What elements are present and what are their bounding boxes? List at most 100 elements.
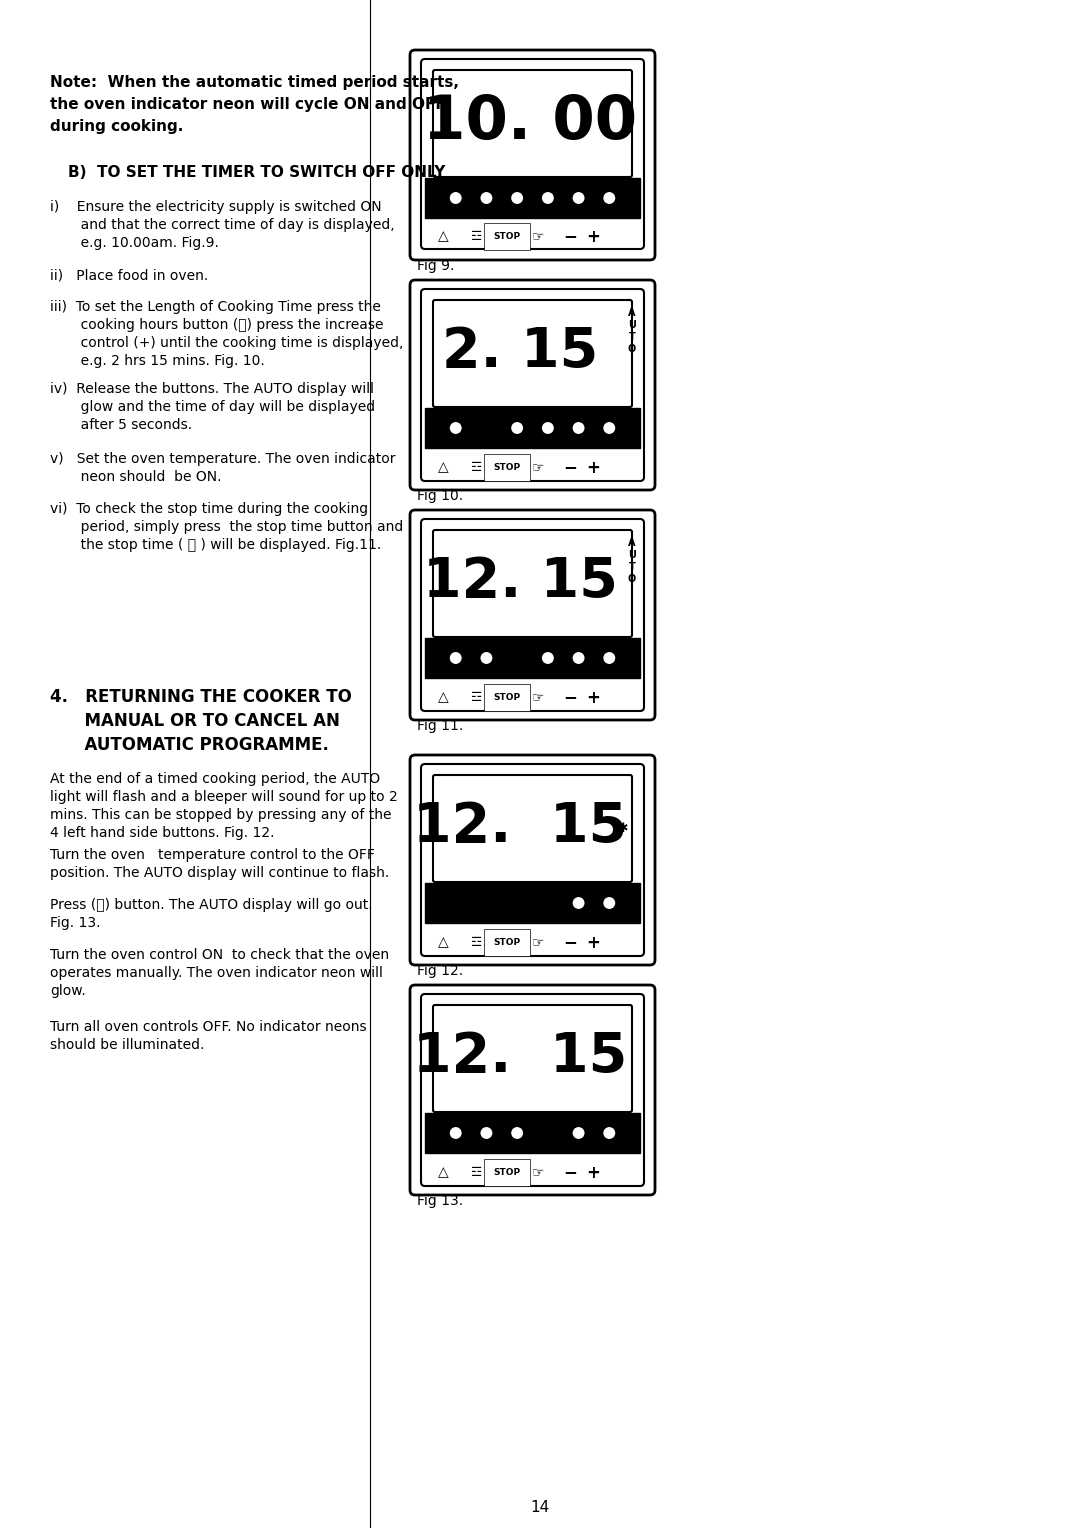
Circle shape <box>571 191 585 205</box>
Text: Note:  When the automatic timed period starts,: Note: When the automatic timed period st… <box>50 75 459 90</box>
Text: after 5 seconds.: after 5 seconds. <box>50 419 192 432</box>
Circle shape <box>541 1126 555 1140</box>
Text: Turn the oven control ON  to check that the oven: Turn the oven control ON to check that t… <box>50 947 389 963</box>
Text: −: − <box>563 228 577 246</box>
Text: period, simply press  the stop time button and: period, simply press the stop time butto… <box>50 520 403 533</box>
Text: −: − <box>563 934 577 952</box>
Circle shape <box>510 1126 524 1140</box>
Circle shape <box>603 651 617 665</box>
Circle shape <box>571 422 585 435</box>
FancyBboxPatch shape <box>421 520 644 711</box>
Circle shape <box>480 422 494 435</box>
FancyBboxPatch shape <box>433 299 632 406</box>
Circle shape <box>480 1126 494 1140</box>
Text: At the end of a timed cooking period, the AUTO: At the end of a timed cooking period, th… <box>50 772 380 785</box>
FancyBboxPatch shape <box>421 289 644 481</box>
Text: e.g. 10.00am. Fig.9.: e.g. 10.00am. Fig.9. <box>50 235 219 251</box>
Text: the stop time ( Ⓝ ) will be displayed. Fig.11.: the stop time ( Ⓝ ) will be displayed. F… <box>50 538 381 552</box>
Circle shape <box>571 895 585 911</box>
Bar <box>426 1112 640 1154</box>
Text: Turn all oven controls OFF. No indicator neons: Turn all oven controls OFF. No indicator… <box>50 1021 366 1034</box>
Text: ☞: ☞ <box>531 935 544 949</box>
Circle shape <box>541 422 555 435</box>
Text: +: + <box>586 1163 599 1181</box>
Text: neon should  be ON.: neon should be ON. <box>50 471 221 484</box>
Text: the oven indicator neon will cycle ON and OFF: the oven indicator neon will cycle ON an… <box>50 96 446 112</box>
Circle shape <box>510 191 524 205</box>
Bar <box>426 177 640 219</box>
Text: Fig 13.: Fig 13. <box>417 1193 463 1209</box>
Bar <box>426 1112 640 1154</box>
Text: Fig 10.: Fig 10. <box>417 489 463 503</box>
FancyBboxPatch shape <box>433 530 632 637</box>
Circle shape <box>603 422 617 435</box>
Circle shape <box>571 651 585 665</box>
Text: 10. 00: 10. 00 <box>423 93 637 151</box>
Text: +: + <box>586 934 599 952</box>
Text: A: A <box>629 309 636 318</box>
Circle shape <box>480 895 494 911</box>
Circle shape <box>603 191 617 205</box>
Text: 2. 15: 2. 15 <box>442 325 598 379</box>
FancyBboxPatch shape <box>410 986 654 1195</box>
Text: +: + <box>586 458 599 477</box>
Text: Turn the oven   temperature control to the OFF: Turn the oven temperature control to the… <box>50 848 375 862</box>
Text: Fig. 13.: Fig. 13. <box>50 915 100 931</box>
Text: O: O <box>627 344 636 354</box>
Text: B)  TO SET THE TIMER TO SWITCH OFF ONLY: B) TO SET THE TIMER TO SWITCH OFF ONLY <box>68 165 445 180</box>
Text: glow.: glow. <box>50 984 85 998</box>
Text: STOP: STOP <box>494 1167 521 1177</box>
Text: ☲: ☲ <box>471 691 483 704</box>
Circle shape <box>448 651 462 665</box>
Text: cooking hours button (Ⓝ) press the increase: cooking hours button (Ⓝ) press the incre… <box>50 318 383 332</box>
Text: +: + <box>586 689 599 706</box>
Text: U: U <box>629 550 636 559</box>
Text: ☞: ☞ <box>531 460 544 475</box>
Text: MANUAL OR TO CANCEL AN: MANUAL OR TO CANCEL AN <box>50 712 340 730</box>
Circle shape <box>480 651 494 665</box>
Bar <box>426 177 640 219</box>
FancyBboxPatch shape <box>433 1005 632 1112</box>
Text: e.g. 2 hrs 15 mins. Fig. 10.: e.g. 2 hrs 15 mins. Fig. 10. <box>50 354 265 368</box>
Text: −: − <box>563 689 577 706</box>
Text: v)   Set the oven temperature. The oven indicator: v) Set the oven temperature. The oven in… <box>50 452 395 466</box>
Text: ✱: ✱ <box>617 822 627 834</box>
FancyBboxPatch shape <box>421 764 644 957</box>
Text: 12.  15: 12. 15 <box>413 801 627 854</box>
Text: control (+) until the cooking time is displayed,: control (+) until the cooking time is di… <box>50 336 403 350</box>
Text: △: △ <box>437 691 448 704</box>
FancyBboxPatch shape <box>421 60 644 249</box>
Circle shape <box>541 895 555 911</box>
Text: 4.   RETURNING THE COOKER TO: 4. RETURNING THE COOKER TO <box>50 688 352 706</box>
Circle shape <box>448 895 462 911</box>
Text: −: − <box>563 1163 577 1181</box>
Text: △: △ <box>437 935 448 949</box>
Circle shape <box>571 1126 585 1140</box>
Text: position. The AUTO display will continue to flash.: position. The AUTO display will continue… <box>50 866 389 880</box>
Circle shape <box>510 895 524 911</box>
Text: ☲: ☲ <box>471 461 483 474</box>
Text: 12. 15: 12. 15 <box>422 555 618 610</box>
Text: light will flash and a bleeper will sound for up to 2: light will flash and a bleeper will soun… <box>50 790 397 804</box>
Text: Fig 9.: Fig 9. <box>417 260 455 274</box>
Circle shape <box>541 651 555 665</box>
Bar <box>426 639 640 678</box>
Circle shape <box>541 191 555 205</box>
Bar <box>426 408 640 448</box>
Bar <box>426 639 640 678</box>
Circle shape <box>448 191 462 205</box>
Circle shape <box>603 1126 617 1140</box>
Text: ☲: ☲ <box>471 937 483 949</box>
Text: iv)  Release the buttons. The AUTO display will: iv) Release the buttons. The AUTO displa… <box>50 382 374 396</box>
Text: O: O <box>627 575 636 584</box>
Text: mins. This can be stopped by pressing any of the: mins. This can be stopped by pressing an… <box>50 808 391 822</box>
Text: ☞: ☞ <box>531 1166 544 1180</box>
Text: ☲: ☲ <box>471 231 483 243</box>
Text: T: T <box>629 332 635 342</box>
Text: STOP: STOP <box>494 463 521 472</box>
Text: ☲: ☲ <box>471 1166 483 1180</box>
Text: during cooking.: during cooking. <box>50 119 184 134</box>
FancyBboxPatch shape <box>410 280 654 490</box>
Text: +: + <box>586 228 599 246</box>
Text: iii)  To set the Length of Cooking Time press the: iii) To set the Length of Cooking Time p… <box>50 299 381 313</box>
